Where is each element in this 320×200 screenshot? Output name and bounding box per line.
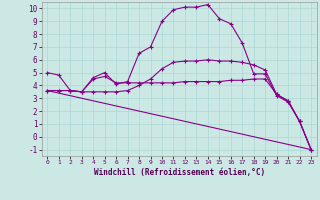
X-axis label: Windchill (Refroidissement éolien,°C): Windchill (Refroidissement éolien,°C) <box>94 168 265 177</box>
